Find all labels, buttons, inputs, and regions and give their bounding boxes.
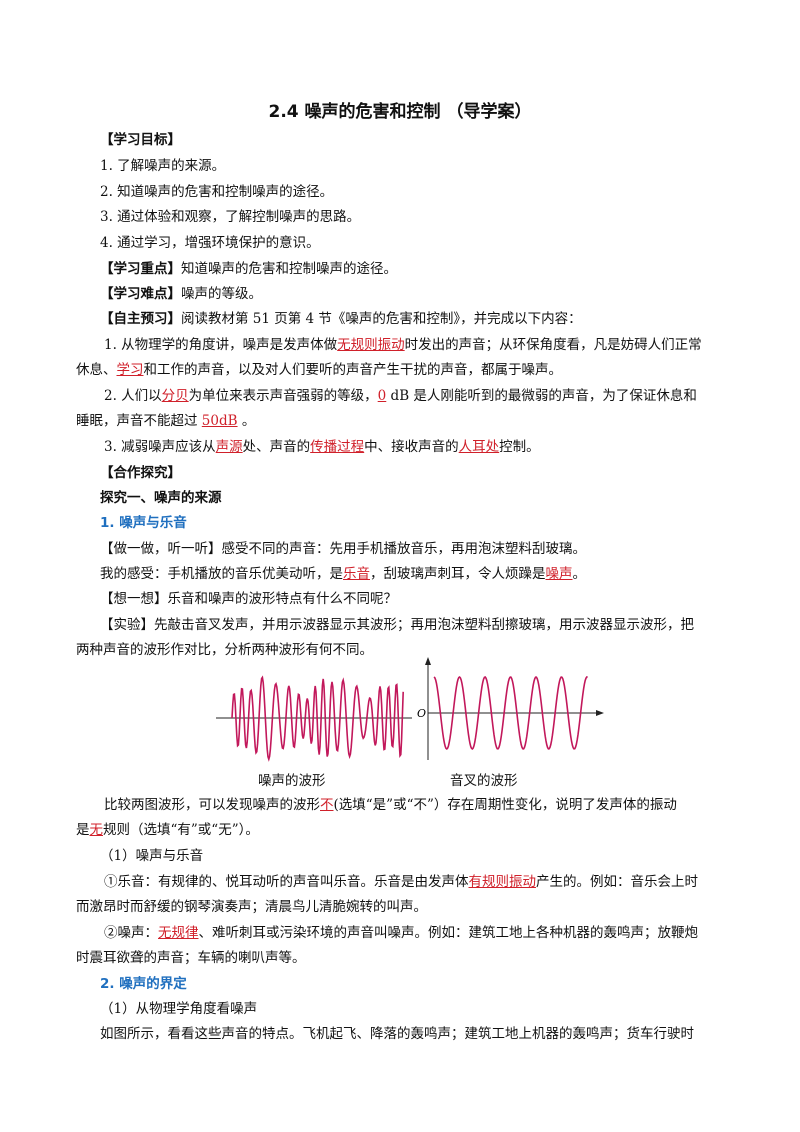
preview-q1-line1: 1. 从物理学的角度讲，噪声是发声体做无规则振动时发出的声音；从环保角度看，凡是… — [104, 336, 702, 354]
feel-line: 我的感受：手机播放的音乐优美动听，是乐音，刮玻璃声刺耳，令人烦躁是噪声。 — [100, 565, 586, 583]
tuning-fork-waveform-figure: O — [417, 657, 604, 760]
music-def-answer: 有规则振动 — [468, 874, 537, 890]
compare-text-d: 规则（选填“有”或“无”）。 — [103, 822, 259, 838]
q2-text-d: 睡眠，声音不能超过 — [76, 413, 202, 429]
q3-text-d: 控制。 — [499, 439, 540, 455]
experiment-line1: 【实验】先敲击音叉发声，并用示波器显示其波形；再用泡沫塑料刮擦玻璃，用示波器显示… — [100, 616, 694, 634]
q3-answer-2: 传播过程 — [310, 439, 365, 455]
compare-answer-1: 不 — [320, 797, 334, 813]
subsection-2-heading: 2. 噪声的界定 — [100, 976, 187, 992]
experiment-text-1: 先敲击音叉发声，并用示波器显示其波形；再用泡沫塑料刮擦玻璃，用示波器显示波形，把 — [154, 617, 694, 633]
noise-def-answer: 无规律 — [158, 925, 199, 941]
q2-text-b: 为单位来表示声音强弱的等级， — [188, 388, 378, 404]
fork-x-arrow — [596, 710, 604, 716]
music-def-text-a: ①乐音：有规律的、悦耳动听的声音叫乐音。乐音是由发声体 — [104, 874, 469, 890]
q2-text-a: 2. 人们以 — [104, 388, 162, 404]
objective-item-1: 1. 了解噪声的来源。 — [100, 158, 226, 174]
preview-label: 【自主预习】 — [100, 311, 181, 327]
physics-view-heading: （1）从物理学角度看噪声 — [100, 1001, 258, 1017]
q1-text-b: 时发出的声音；从环保角度看，凡是妨碍人们正常 — [404, 337, 702, 353]
compare-text-c: 是 — [76, 822, 90, 838]
fork-y-arrow — [425, 657, 431, 665]
q3-answer-3: 人耳处 — [458, 439, 500, 455]
objectives-heading: 【学习目标】 — [100, 132, 181, 148]
noise-def-line2: 时震耳欲聋的声音；车辆的喇叭声等。 — [76, 950, 306, 966]
preview: 【自主预习】阅读教材第 51 页第 4 节《噪声的危害和控制》，并完成以下内容： — [100, 310, 582, 328]
sub-noise-music: （1）噪声与乐音 — [100, 848, 204, 864]
music-def-line2: 而激昂时而舒缓的钢琴演奏声；清晨鸟儿清脆婉转的叫声。 — [76, 899, 427, 915]
feel-text-c: 。 — [572, 566, 587, 582]
objective-item-3: 3. 通过体验和观察，了解控制噪声的思路。 — [100, 209, 361, 225]
objective-item-2: 2. 知道噪声的危害和控制噪声的途径。 — [100, 184, 334, 200]
preview-q3: 3. 减弱噪声应该从声源处、声音的传播过程中、接收声音的人耳处控制。 — [104, 438, 540, 456]
q3-text-a: 3. 减弱噪声应该从 — [104, 439, 216, 455]
think-line: 【想一想】乐音和噪声的波形特点有什么不同呢？ — [100, 590, 397, 608]
q2-text-c: dB 是人刚能听到的最微弱的声音，为了保证休息和 — [386, 388, 697, 404]
fork-caption: 音叉的波形 — [450, 773, 518, 789]
q1-answer-1: 无规则振动 — [337, 337, 405, 353]
think-text: 乐音和噪声的波形特点有什么不同呢？ — [167, 591, 398, 607]
key-point-text: 知道噪声的危害和控制噪声的途径。 — [181, 261, 397, 277]
noise-def-line1: ②噪声：无规律、难听刺耳或污染环境的声音叫噪声。例如：建筑工地上各种机器的轰鸣声… — [104, 924, 698, 942]
music-def-line1: ①乐音：有规律的、悦耳动听的声音叫乐音。乐音是由发声体有规则振动产生的。例如：音… — [104, 873, 698, 891]
section-1-heading: 探究一、噪声的来源 — [100, 490, 222, 506]
subsection-1-heading: 1. 噪声与乐音 — [100, 515, 187, 531]
difficulty: 【学习难点】噪声的等级。 — [100, 285, 262, 303]
think-label: 【想一想】 — [100, 591, 168, 607]
q1-text-d: 和工作的声音，以及对人们要听的声音产生干扰的声音，都属于噪声。 — [143, 362, 563, 378]
q2-answer-1: 分贝 — [161, 388, 189, 404]
noise-def-text-a: ②噪声： — [104, 925, 158, 941]
feel-text-a: 我的感受：手机播放的音乐优美动听，是 — [100, 566, 343, 582]
origin-label: O — [417, 707, 426, 720]
difficulty-text: 噪声的等级。 — [181, 286, 262, 302]
q3-answer-1: 声源 — [215, 439, 243, 455]
key-point-label: 【学习重点】 — [100, 261, 181, 277]
q3-text-c: 中、接收声音的 — [364, 439, 459, 455]
compare-line2: 是无规则（选填“有”或“无”）。 — [76, 821, 259, 839]
feel-text-b: ，刮玻璃声刺耳，令人烦躁是 — [370, 566, 546, 582]
coop-heading: 【合作探究】 — [100, 465, 181, 481]
q3-text-b: 处、声音的 — [242, 439, 311, 455]
last-line: 如图所示，看看这些声音的特点。飞机起飞、降落的轰鸣声；建筑工地上机器的轰鸣声；货… — [100, 1026, 694, 1042]
doit-text: 感受不同的声音：先用手机播放音乐，再用泡沫塑料刮玻璃。 — [221, 541, 587, 557]
q1-answer-2: 学习 — [116, 362, 144, 378]
noise-wave — [231, 675, 404, 762]
compare-text-b: (选填“是”或“不”）存在周期性变化，说明了发声体的振动 — [333, 797, 677, 813]
fork-wave — [433, 675, 588, 751]
experiment-label: 【实验】 — [100, 617, 154, 633]
doit-line: 【做一做，听一听】感受不同的声音：先用手机播放音乐，再用泡沫塑料刮玻璃。 — [100, 540, 586, 558]
q2-answer-2: 0 — [377, 388, 387, 404]
difficulty-label: 【学习难点】 — [100, 286, 181, 302]
doit-label: 【做一做，听一听】 — [100, 541, 222, 557]
q1-text-a: 1. 从物理学的角度讲，噪声是发声体做 — [104, 337, 338, 353]
noise-caption: 噪声的波形 — [258, 773, 326, 789]
music-def-text-b: 产生的。例如：音乐会上时 — [536, 874, 698, 890]
q2-answer-3: 50dB — [201, 413, 238, 429]
feel-answer-2: 噪声 — [545, 566, 573, 582]
compare-line1: 比较两图波形，可以发现噪声的波形不(选填“是”或“不”）存在周期性变化，说明了发… — [104, 796, 677, 814]
key-point: 【学习重点】知道噪声的危害和控制噪声的途径。 — [100, 260, 397, 278]
noise-def-text-b: 、难听刺耳或污染环境的声音叫噪声。例如：建筑工地上各种机器的轰鸣声；放鞭炮 — [198, 925, 699, 941]
preview-q1-line2: 休息、学习和工作的声音，以及对人们要听的声音产生干扰的声音，都属于噪声。 — [76, 361, 562, 379]
noise-waveform-figure — [216, 675, 412, 762]
experiment-line2: 两种声音的波形作对比，分析两种波形有何不同。 — [76, 642, 373, 658]
preview-q2-line2: 睡眠，声音不能超过 50dB 。 — [76, 412, 255, 430]
page-title: 2.4 噪声的危害和控制 （导学案） — [268, 102, 532, 122]
compare-text-a: 比较两图波形，可以发现噪声的波形 — [104, 797, 320, 813]
preview-text: 阅读教材第 51 页第 4 节《噪声的危害和控制》，并完成以下内容： — [181, 311, 582, 327]
preview-q2-line1: 2. 人们以分贝为单位来表示声音强弱的等级，0 dB 是人刚能听到的最微弱的声音… — [104, 387, 697, 405]
objective-item-4: 4. 通过学习，增强环境保护的意识。 — [100, 235, 320, 251]
feel-answer-1: 乐音 — [343, 566, 370, 582]
compare-answer-2: 无 — [89, 822, 104, 838]
q2-text-e: 。 — [237, 413, 256, 429]
q1-text-c: 休息、 — [76, 362, 117, 378]
